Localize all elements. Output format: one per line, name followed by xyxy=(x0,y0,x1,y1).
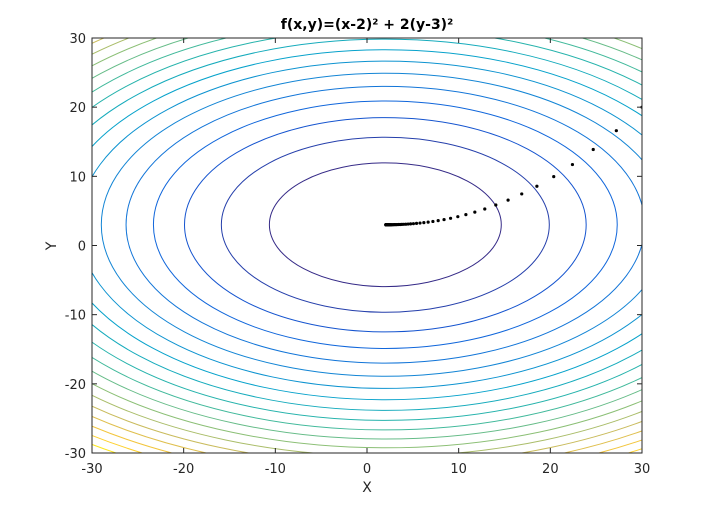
path-point xyxy=(406,222,410,226)
path-point xyxy=(535,184,539,188)
y-tick-label: 0 xyxy=(78,240,86,255)
contour-line xyxy=(125,85,642,364)
path-point xyxy=(384,223,388,227)
path-point xyxy=(422,221,426,225)
path-point xyxy=(494,203,498,207)
y-tick-label: 10 xyxy=(69,170,86,185)
y-tick-label: 20 xyxy=(69,101,86,116)
axes: -30 -20 -10 0 10 20 30 -30 -20 -10 0 10 20 30 xyxy=(65,32,651,477)
path-point xyxy=(414,221,419,225)
x-axis-ticks: -30 -20 -10 0 10 20 30 xyxy=(81,38,650,477)
contour-line xyxy=(92,38,642,431)
descent-path-points xyxy=(384,105,642,227)
contour-line xyxy=(92,38,642,411)
path-point xyxy=(506,198,510,202)
path-point xyxy=(411,222,416,226)
x-axis-label: X xyxy=(362,480,372,496)
y-tick-label: -20 xyxy=(65,378,86,393)
x-tick-label: -20 xyxy=(173,462,194,477)
y-axis-label: Y xyxy=(44,241,60,251)
path-point xyxy=(591,147,595,152)
y-tick-label: -10 xyxy=(65,309,86,324)
path-point xyxy=(570,162,575,167)
path-point xyxy=(456,215,460,219)
path-point xyxy=(431,219,435,224)
path-point xyxy=(442,217,446,222)
contour-line xyxy=(92,38,642,440)
x-tick-label: -30 xyxy=(81,462,102,477)
x-tick-label: 10 xyxy=(450,462,467,477)
contour-line xyxy=(220,136,550,313)
contour-line xyxy=(268,162,502,288)
y-axis-ticks: -30 -20 -10 0 10 20 30 xyxy=(65,32,642,462)
y-tick-label: -30 xyxy=(65,447,86,462)
path-point xyxy=(436,219,440,223)
x-tick-label: 30 xyxy=(634,462,651,477)
x-tick-label: -10 xyxy=(265,462,286,477)
contour-line xyxy=(152,100,618,349)
contour-line xyxy=(100,72,642,377)
path-point xyxy=(426,220,430,224)
contour-line xyxy=(92,38,642,421)
path-point xyxy=(483,207,487,211)
path-point xyxy=(464,213,468,217)
path-point xyxy=(409,222,413,226)
path-point xyxy=(552,174,556,179)
contour-line xyxy=(92,60,642,389)
path-point xyxy=(448,216,453,220)
contour-line xyxy=(92,49,642,401)
y-tick-label: 30 xyxy=(69,32,86,47)
x-tick-label: 0 xyxy=(363,462,371,477)
path-point xyxy=(520,192,524,196)
x-tick-label: 20 xyxy=(542,462,559,477)
path-point xyxy=(614,129,618,133)
chart-title: f(x,y)=(x-2)² + 2(y-3)² xyxy=(281,17,453,33)
contour-line xyxy=(184,117,587,333)
path-point xyxy=(418,221,422,225)
path-point xyxy=(473,210,477,214)
contour-line xyxy=(92,38,642,449)
